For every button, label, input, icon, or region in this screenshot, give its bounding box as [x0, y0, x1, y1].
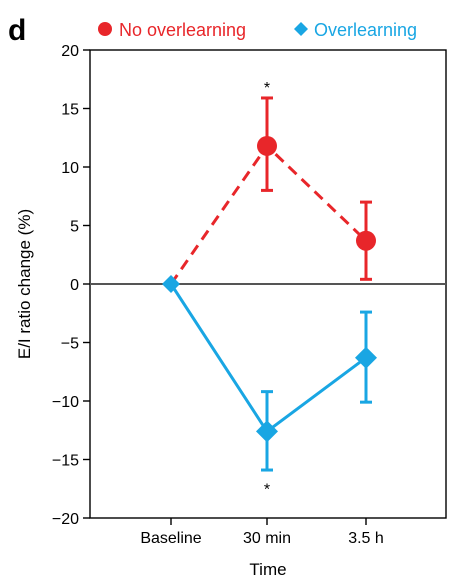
- significance-marker: *: [264, 481, 270, 498]
- y-tick-label: 15: [61, 102, 79, 119]
- x-axis-label: Time: [249, 560, 286, 579]
- legend-label-overlearning: Overlearning: [314, 20, 417, 40]
- legend-marker-no-overlearning: [98, 22, 112, 36]
- panel-label: d: [8, 14, 26, 47]
- y-tick-label: −5: [61, 336, 79, 353]
- series-layer: [162, 96, 377, 472]
- y-tick-label: 0: [70, 277, 79, 294]
- significance-marker: *: [264, 80, 270, 97]
- legend-item-no-overlearning: No overlearning: [98, 20, 246, 40]
- x-axis: Baseline 30 min 3.5 h: [140, 518, 384, 547]
- series-no-overlearning: [169, 96, 376, 285]
- data-point-no-overlearning: [257, 135, 277, 156]
- y-axis-label: E/I ratio change (%): [15, 209, 34, 359]
- data-point-overlearning: [162, 275, 180, 293]
- y-tick-label: 10: [61, 160, 79, 177]
- x-tick-label: Baseline: [140, 530, 201, 547]
- y-axis: 20 15 10 5 0 −5 −10 −15 −20: [52, 43, 90, 528]
- y-tick-label: −10: [52, 394, 79, 411]
- annotation-layer: **: [264, 80, 270, 498]
- legend-label-no-overlearning: No overlearning: [119, 20, 246, 40]
- y-tick-label: 20: [61, 43, 79, 60]
- data-point-overlearning: [256, 420, 278, 443]
- data-point-overlearning: [355, 346, 377, 369]
- y-tick-label: −15: [52, 453, 79, 470]
- y-tick-label: 5: [70, 219, 79, 236]
- legend-marker-overlearning: [294, 22, 308, 36]
- data-point-no-overlearning: [356, 230, 376, 251]
- x-tick-label: 3.5 h: [348, 530, 384, 547]
- legend: No overlearning Overlearning: [98, 20, 417, 40]
- x-tick-label: 30 min: [243, 530, 291, 547]
- legend-item-overlearning: Overlearning: [294, 20, 417, 40]
- series-overlearning: [162, 275, 377, 472]
- y-tick-label: −20: [52, 511, 79, 528]
